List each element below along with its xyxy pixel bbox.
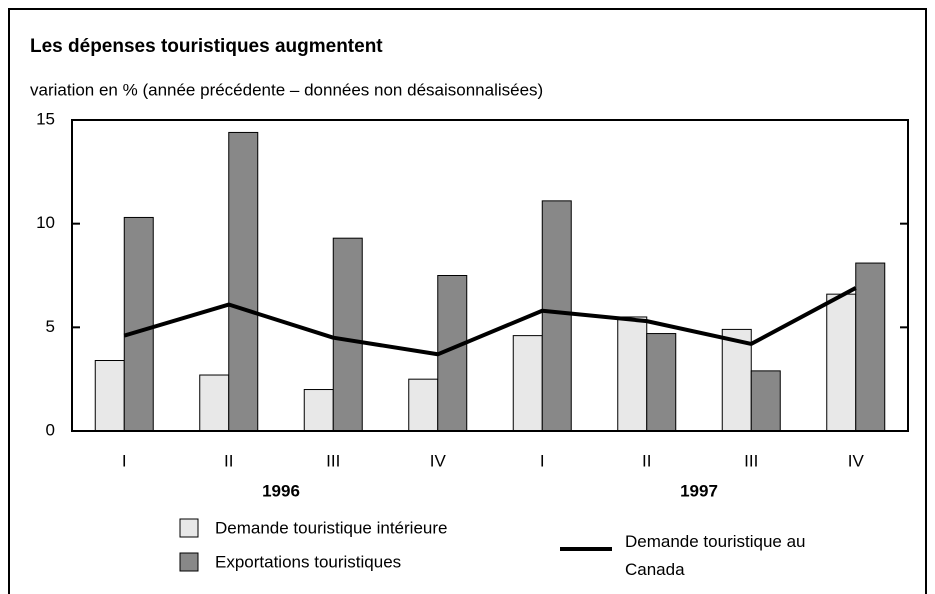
y-tick-label: 15 [36,109,55,128]
x-tick-label: III [744,451,758,470]
chart-title: Les dépenses touristiques augmentent [30,36,383,57]
bar [408,378,439,432]
legend-label: Demande touristique intérieure [215,518,447,537]
bar [855,262,886,432]
year-label: 1997 [680,481,718,500]
bar [541,200,572,432]
x-tick-label: I [122,451,127,470]
bar [646,333,677,432]
year-label: 1996 [262,481,300,500]
line [123,286,857,357]
bar [512,335,543,432]
legend-label: Demande touristique au Canada [625,532,806,579]
bar [303,389,334,432]
legend-label: Exportations touristiques [215,552,401,571]
x-tick-label: I [540,451,545,470]
x-tick-label: IV [848,451,865,470]
bar [199,374,230,432]
bar [228,131,259,432]
y-tick-label: 0 [46,420,55,439]
x-tick-label: III [326,451,340,470]
bar [332,237,363,432]
plot-frame [71,119,909,432]
bar [94,360,125,432]
bar [826,293,857,432]
frame [8,8,927,594]
y-tick-label: 10 [36,213,55,232]
bar [123,216,154,432]
bar [750,370,781,432]
legend-swatch [179,552,199,572]
x-tick-label: II [642,451,651,470]
x-tick-label: II [224,451,233,470]
chart-subtitle: variation en % (année précédente – donné… [30,80,543,99]
x-tick-label: IV [430,451,447,470]
legend-swatch [179,518,199,538]
bar [617,316,648,432]
y-tick-label: 5 [46,317,55,336]
